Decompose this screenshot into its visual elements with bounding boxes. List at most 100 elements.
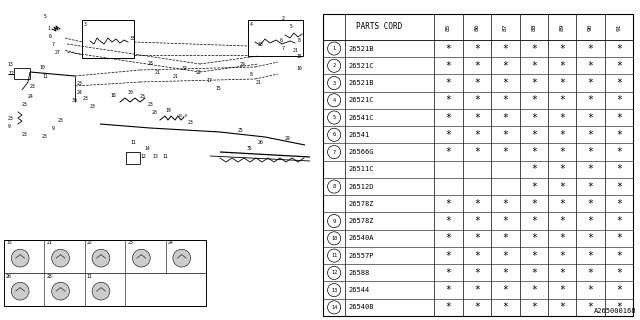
Text: *: * [502, 251, 508, 260]
Text: 10: 10 [39, 65, 45, 69]
Circle shape [328, 128, 340, 141]
Text: 26521B: 26521B [348, 45, 374, 52]
Text: *: * [531, 216, 537, 226]
Text: 4: 4 [250, 21, 253, 27]
Text: *: * [474, 268, 480, 278]
Text: 33: 33 [258, 42, 264, 46]
Text: A265000168: A265000168 [593, 308, 636, 314]
Text: *: * [588, 268, 593, 278]
Text: *: * [616, 78, 621, 88]
Text: *: * [502, 95, 508, 105]
Text: *: * [559, 302, 565, 312]
Text: 23: 23 [8, 116, 13, 121]
Text: 87: 87 [503, 23, 508, 31]
Text: 2: 2 [333, 63, 336, 68]
Text: 26578Z: 26578Z [348, 201, 374, 207]
Text: 21: 21 [47, 241, 52, 245]
Text: 85: 85 [446, 23, 451, 31]
Text: *: * [531, 78, 537, 88]
Bar [4, 240, 206, 306]
Text: 5: 5 [333, 115, 336, 120]
Text: 15: 15 [296, 53, 301, 59]
Circle shape [52, 249, 70, 267]
Text: *: * [588, 302, 593, 312]
Text: 13: 13 [331, 288, 337, 292]
Text: *: * [616, 164, 621, 174]
Text: *: * [531, 199, 537, 209]
Text: *: * [502, 61, 508, 71]
Text: 23: 23 [22, 101, 28, 107]
Text: 23: 23 [58, 117, 64, 123]
Text: *: * [531, 302, 537, 312]
Bar [14, 68, 30, 79]
Text: *: * [588, 181, 593, 192]
Text: *: * [502, 113, 508, 123]
Text: 13: 13 [7, 61, 13, 67]
Text: 33: 33 [130, 36, 136, 41]
Text: 23: 23 [30, 84, 36, 89]
Text: 23: 23 [83, 95, 89, 100]
Text: *: * [616, 61, 621, 71]
Text: *: * [445, 113, 452, 123]
Text: *: * [588, 199, 593, 209]
Text: *: * [445, 233, 452, 243]
Text: *: * [559, 199, 565, 209]
Text: *: * [474, 61, 480, 71]
Text: 29: 29 [240, 61, 246, 67]
Text: *: * [616, 285, 621, 295]
Text: *: * [445, 268, 452, 278]
Text: 23: 23 [140, 93, 146, 99]
Text: *: * [616, 268, 621, 278]
Circle shape [328, 284, 340, 297]
Text: *: * [616, 302, 621, 312]
Text: 25: 25 [238, 127, 244, 132]
Text: *: * [474, 113, 480, 123]
Text: 26540A: 26540A [348, 235, 374, 241]
Text: *: * [474, 130, 480, 140]
Text: *: * [559, 268, 565, 278]
Text: *: * [445, 61, 452, 71]
Text: *: * [502, 285, 508, 295]
Text: *: * [474, 216, 480, 226]
Circle shape [328, 214, 340, 228]
Circle shape [12, 249, 29, 267]
Text: *: * [474, 147, 480, 157]
Text: *: * [502, 199, 508, 209]
Text: 7: 7 [333, 149, 336, 155]
Text: 12: 12 [331, 270, 337, 275]
Text: *: * [559, 181, 565, 192]
Text: *: * [474, 285, 480, 295]
Circle shape [328, 59, 340, 72]
Text: 18: 18 [110, 92, 116, 98]
Text: *: * [588, 251, 593, 260]
Text: *: * [559, 44, 565, 53]
Text: *: * [502, 302, 508, 312]
Text: 22: 22 [87, 241, 93, 245]
Text: 5: 5 [290, 23, 293, 28]
Text: *: * [588, 95, 593, 105]
Text: *: * [616, 130, 621, 140]
Bar [323, 14, 633, 316]
Text: *: * [531, 113, 537, 123]
Text: *: * [445, 216, 452, 226]
Text: *: * [531, 251, 537, 260]
Text: *: * [616, 95, 621, 105]
Text: 26544: 26544 [348, 287, 369, 293]
Text: 26541C: 26541C [348, 115, 374, 121]
Text: 23: 23 [77, 81, 83, 85]
Circle shape [328, 180, 340, 193]
Text: 23,9: 23,9 [178, 114, 188, 118]
Text: 26566G: 26566G [348, 149, 374, 155]
Text: 86: 86 [474, 23, 479, 31]
Text: *: * [502, 268, 508, 278]
Text: 23: 23 [90, 103, 96, 108]
Text: 26521B: 26521B [348, 80, 374, 86]
Text: 20: 20 [152, 109, 157, 115]
Text: *: * [616, 44, 621, 53]
Text: *: * [502, 130, 508, 140]
Circle shape [328, 249, 340, 262]
Text: *: * [588, 130, 593, 140]
Text: 21: 21 [256, 79, 262, 84]
Text: *: * [502, 78, 508, 88]
Text: 91: 91 [616, 23, 621, 31]
